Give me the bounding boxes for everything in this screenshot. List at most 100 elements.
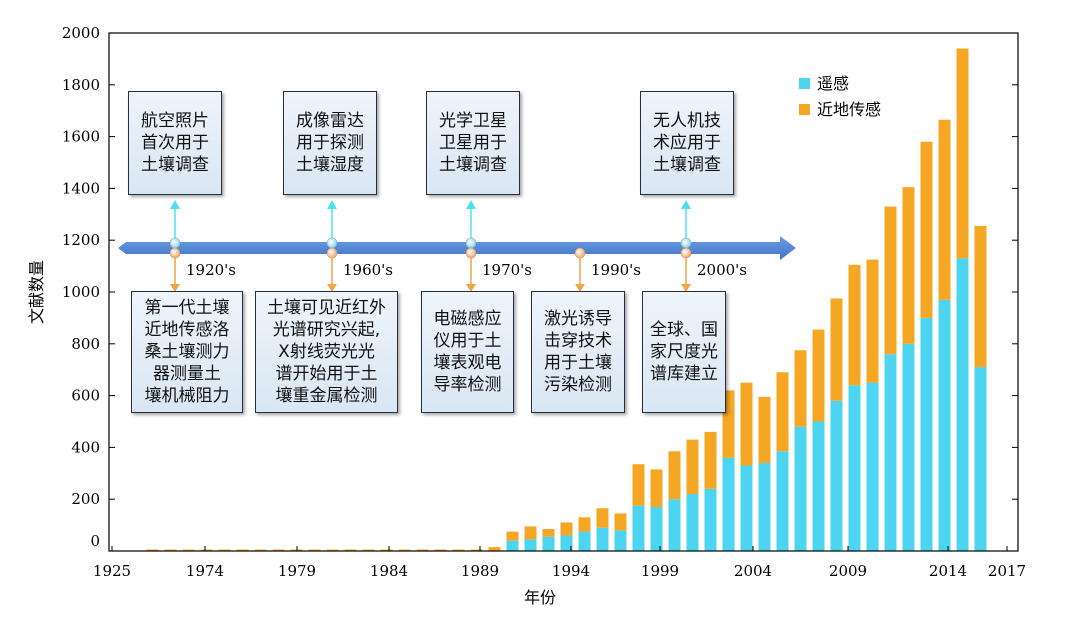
legend-swatch [799, 104, 810, 115]
bar-remote-sensing [596, 527, 609, 551]
bar-proximal-sensing [380, 549, 393, 551]
milestone-year: 1960's [343, 261, 393, 279]
bar-proximal-sensing [902, 187, 915, 344]
milestone-dot-orange [574, 247, 586, 259]
bar-remote-sensing [686, 494, 699, 551]
bar-proximal-sensing [200, 549, 213, 551]
down-arrowhead [327, 284, 337, 292]
bar-proximal-sensing [830, 298, 843, 401]
bar-remote-sensing [578, 531, 591, 551]
bar-proximal-sensing [686, 439, 699, 495]
bar-proximal-sensing [578, 517, 591, 532]
bar-proximal-sensing [632, 464, 645, 506]
y-tick-label: 400 [71, 438, 100, 456]
down-arrowhead [170, 284, 180, 292]
milestone-year: 1920's [186, 261, 236, 279]
bar-remote-sensing [830, 400, 843, 551]
bar-proximal-sensing [542, 528, 555, 537]
milestone-year: 1990's [591, 261, 641, 279]
bar-remote-sensing [956, 258, 969, 551]
x-tick-label: 1979 [278, 562, 316, 580]
bar-proximal-sensing [146, 549, 159, 551]
y-tick-label: 800 [71, 335, 100, 353]
bar-proximal-sensing [236, 549, 249, 551]
bar-remote-sensing [722, 457, 735, 551]
bar-remote-sensing [632, 505, 645, 551]
milestone-dot-orange [326, 247, 338, 259]
bar-proximal-sensing [866, 259, 879, 383]
bar-remote-sensing [812, 421, 825, 551]
bar-proximal-sensing [398, 549, 411, 551]
bar-proximal-sensing [164, 549, 177, 551]
bar-proximal-sensing [488, 547, 501, 551]
bar-proximal-sensing [794, 350, 807, 427]
up-arrowhead [681, 200, 691, 209]
x-tick-label: 1984 [370, 562, 408, 580]
x-tick-label: 2017 [988, 562, 1026, 580]
bar-proximal-sensing [506, 531, 519, 541]
milestone-box-proximal-sensing: 全球、国 家尺度光 谱库建立 [642, 291, 726, 413]
bar-remote-sensing [524, 539, 537, 551]
x-tick-label: 2009 [829, 562, 867, 580]
bar-proximal-sensing [182, 549, 195, 551]
milestone-box-proximal-sensing: 土壤可见近红外 光谱研究兴起, X射线荧光光 谱开始用于土 壤重金属检测 [255, 291, 398, 413]
bar-proximal-sensing [920, 141, 933, 318]
y-tick-label: 600 [71, 387, 100, 405]
milestone-box-remote-sensing: 光学卫星 卫星用于 土壤调查 [426, 91, 520, 195]
bar-proximal-sensing [344, 549, 357, 551]
bar-remote-sensing [668, 499, 681, 551]
x-tick-label: 1974 [186, 562, 224, 580]
x-tick-label: 1994 [552, 562, 590, 580]
up-arrowhead [327, 200, 337, 209]
milestone-box-remote-sensing: 航空照片 首次用于 土壤调查 [128, 91, 222, 195]
bar-remote-sensing [560, 535, 573, 551]
bar-remote-sensing [974, 367, 987, 551]
bar-proximal-sensing [218, 549, 231, 551]
axes-layer: 0 200 400 600 800 1000 1200 1400 1600 1800 2000 192… [27, 24, 1026, 607]
milestone-dot-orange [680, 247, 692, 259]
bar-proximal-sensing [740, 382, 753, 466]
bar-proximal-sensing [524, 526, 537, 540]
bar-proximal-sensing [956, 48, 969, 259]
milestone-box-proximal-sensing: 第一代土壤 近地传感洛 桑土壤测力 器测量土 壤机械阻力 [131, 291, 243, 413]
bar-proximal-sensing [326, 549, 339, 551]
y-tick-label: 0 [90, 532, 100, 550]
x-tick-label: 1989 [461, 562, 499, 580]
down-arrowhead [466, 284, 476, 292]
up-arrowhead [466, 200, 476, 209]
x-tick-label: 1999 [641, 562, 679, 580]
bar-remote-sensing [758, 462, 771, 551]
bar-remote-sensing [614, 530, 627, 551]
bar-proximal-sensing [254, 549, 267, 551]
bar-remote-sensing [704, 488, 717, 551]
milestone-year: 2000's [697, 261, 747, 279]
milestone-dot-blue [326, 237, 338, 249]
bar-remote-sensing [938, 299, 951, 551]
milestone-box-remote-sensing: 无人机技 术应用于 土壤调查 [640, 91, 734, 195]
y-tick-label: 1400 [62, 179, 100, 197]
y-tick-label: 1000 [62, 283, 100, 301]
y-axis-title: 文献数量 [27, 260, 46, 324]
down-arrowhead [681, 284, 691, 292]
bar-remote-sensing [650, 506, 663, 551]
x-tick-label: 1925 [93, 562, 131, 580]
milestone-dot-blue [680, 237, 692, 249]
bar-proximal-sensing [560, 522, 573, 536]
bar-remote-sensing [884, 354, 897, 551]
bar-remote-sensing [866, 382, 879, 551]
timeline-arrow [118, 236, 796, 260]
x-tick-label: 2004 [734, 562, 772, 580]
bar-proximal-sensing [812, 329, 825, 422]
down-arrowhead [575, 284, 585, 292]
milestone-dot-orange [465, 247, 477, 259]
y-tick-label: 1200 [62, 231, 100, 249]
legend-label: 近地传感 [817, 100, 881, 119]
bar-proximal-sensing [470, 549, 483, 551]
bar-proximal-sensing [704, 431, 717, 489]
legend-swatch [799, 78, 810, 89]
y-tick-label: 1800 [62, 76, 100, 94]
bar-proximal-sensing [434, 549, 447, 551]
